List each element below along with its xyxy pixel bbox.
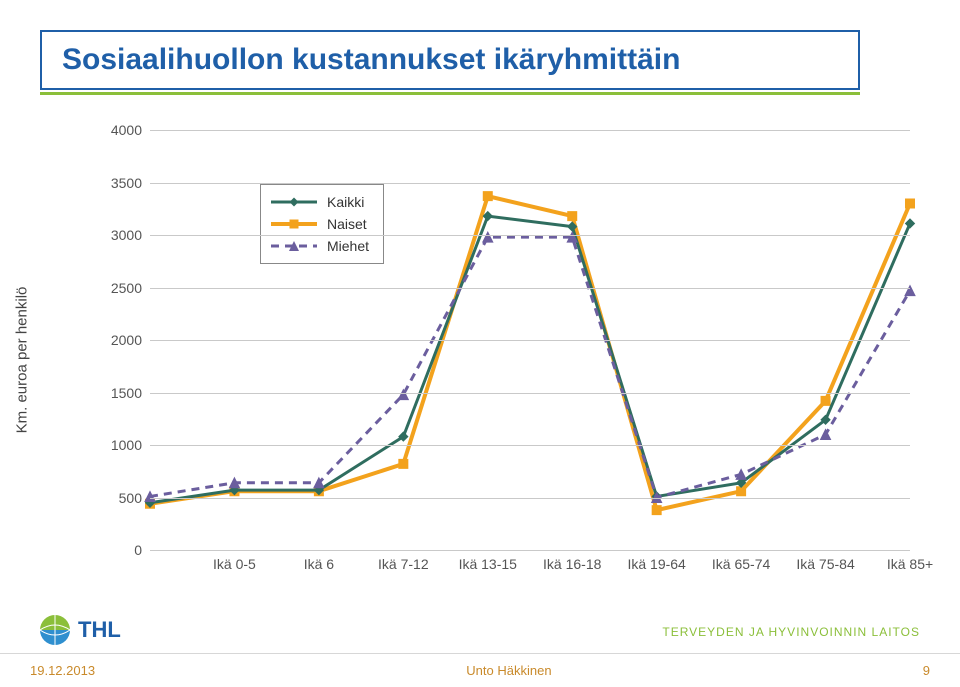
legend-label: Miehet xyxy=(327,238,369,254)
marker xyxy=(821,396,830,405)
grid-line xyxy=(150,288,910,289)
y-tick-label: 1500 xyxy=(97,385,150,401)
grid-line xyxy=(150,340,910,341)
slide: { "title": { "text": "Sosiaalihuollon ku… xyxy=(0,0,960,687)
marker xyxy=(483,212,492,221)
footer-date: 19.12.2013 xyxy=(30,663,95,678)
grid-line xyxy=(150,550,910,551)
legend-swatch xyxy=(271,239,317,253)
legend-label: Naiset xyxy=(327,216,367,232)
y-axis-label: Km. euroa per henkilö xyxy=(14,287,31,434)
y-tick-label: 500 xyxy=(97,490,150,506)
marker xyxy=(568,212,577,221)
x-tick-label: Ikä 75-84 xyxy=(796,556,854,572)
x-tick-label: Ikä 0-5 xyxy=(213,556,256,572)
marker xyxy=(652,506,661,515)
plot-area: KaikkiNaisetMiehet 050010001500200025003… xyxy=(150,130,910,550)
grid-line xyxy=(150,445,910,446)
footer-author: Unto Häkkinen xyxy=(466,663,551,678)
logo-icon xyxy=(40,615,70,645)
marker xyxy=(906,219,915,228)
tagline: TERVEYDEN JA HYVINVOINNIN LAITOS xyxy=(662,625,920,639)
marker xyxy=(737,487,746,496)
y-tick-label: 0 xyxy=(97,542,150,558)
y-tick-label: 3000 xyxy=(97,227,150,243)
legend: Kaikki Naiset Miehet xyxy=(260,184,384,264)
marker xyxy=(399,459,408,468)
x-tick-label: Ikä 16-18 xyxy=(543,556,601,572)
marker xyxy=(483,232,493,242)
y-tick-label: 3500 xyxy=(97,175,150,191)
grid-line xyxy=(150,235,910,236)
x-tick-label: Ikä 6 xyxy=(304,556,334,572)
logo-text: THL xyxy=(78,617,121,643)
y-tick-label: 2000 xyxy=(97,332,150,348)
title-underline xyxy=(40,92,860,95)
legend-item: Naiset xyxy=(271,213,369,235)
series-line-miehet xyxy=(150,237,910,497)
title-box: Sosiaalihuollon kustannukset ikäryhmittä… xyxy=(40,30,860,90)
legend-item: Kaikki xyxy=(271,191,369,213)
grid-line xyxy=(150,183,910,184)
x-tick-label: Ikä 7-12 xyxy=(378,556,429,572)
grid-line xyxy=(150,393,910,394)
y-tick-label: 1000 xyxy=(97,437,150,453)
marker xyxy=(483,192,492,201)
x-tick-label: Ikä 19-64 xyxy=(627,556,685,572)
legend-swatch xyxy=(271,195,317,209)
grid-line xyxy=(150,498,910,499)
footer-page: 9 xyxy=(923,663,930,678)
legend-swatch xyxy=(271,217,317,231)
x-tick-label: Ikä 65-74 xyxy=(712,556,770,572)
footer: 19.12.2013 Unto Häkkinen 9 xyxy=(0,653,960,687)
x-tick-label: Ikä 85+ xyxy=(887,556,933,572)
y-tick-label: 4000 xyxy=(97,122,150,138)
x-tick-label: Ikä 13-15 xyxy=(459,556,517,572)
legend-label: Kaikki xyxy=(327,194,364,210)
legend-item: Miehet xyxy=(271,235,369,257)
thl-logo: THL xyxy=(40,615,121,645)
page-title: Sosiaalihuollon kustannukset ikäryhmittä… xyxy=(62,43,680,77)
marker xyxy=(906,199,915,208)
y-tick-label: 2500 xyxy=(97,280,150,296)
grid-line xyxy=(150,130,910,131)
chart: Km. euroa per henkilö KaikkiNaisetMiehet… xyxy=(40,120,920,600)
